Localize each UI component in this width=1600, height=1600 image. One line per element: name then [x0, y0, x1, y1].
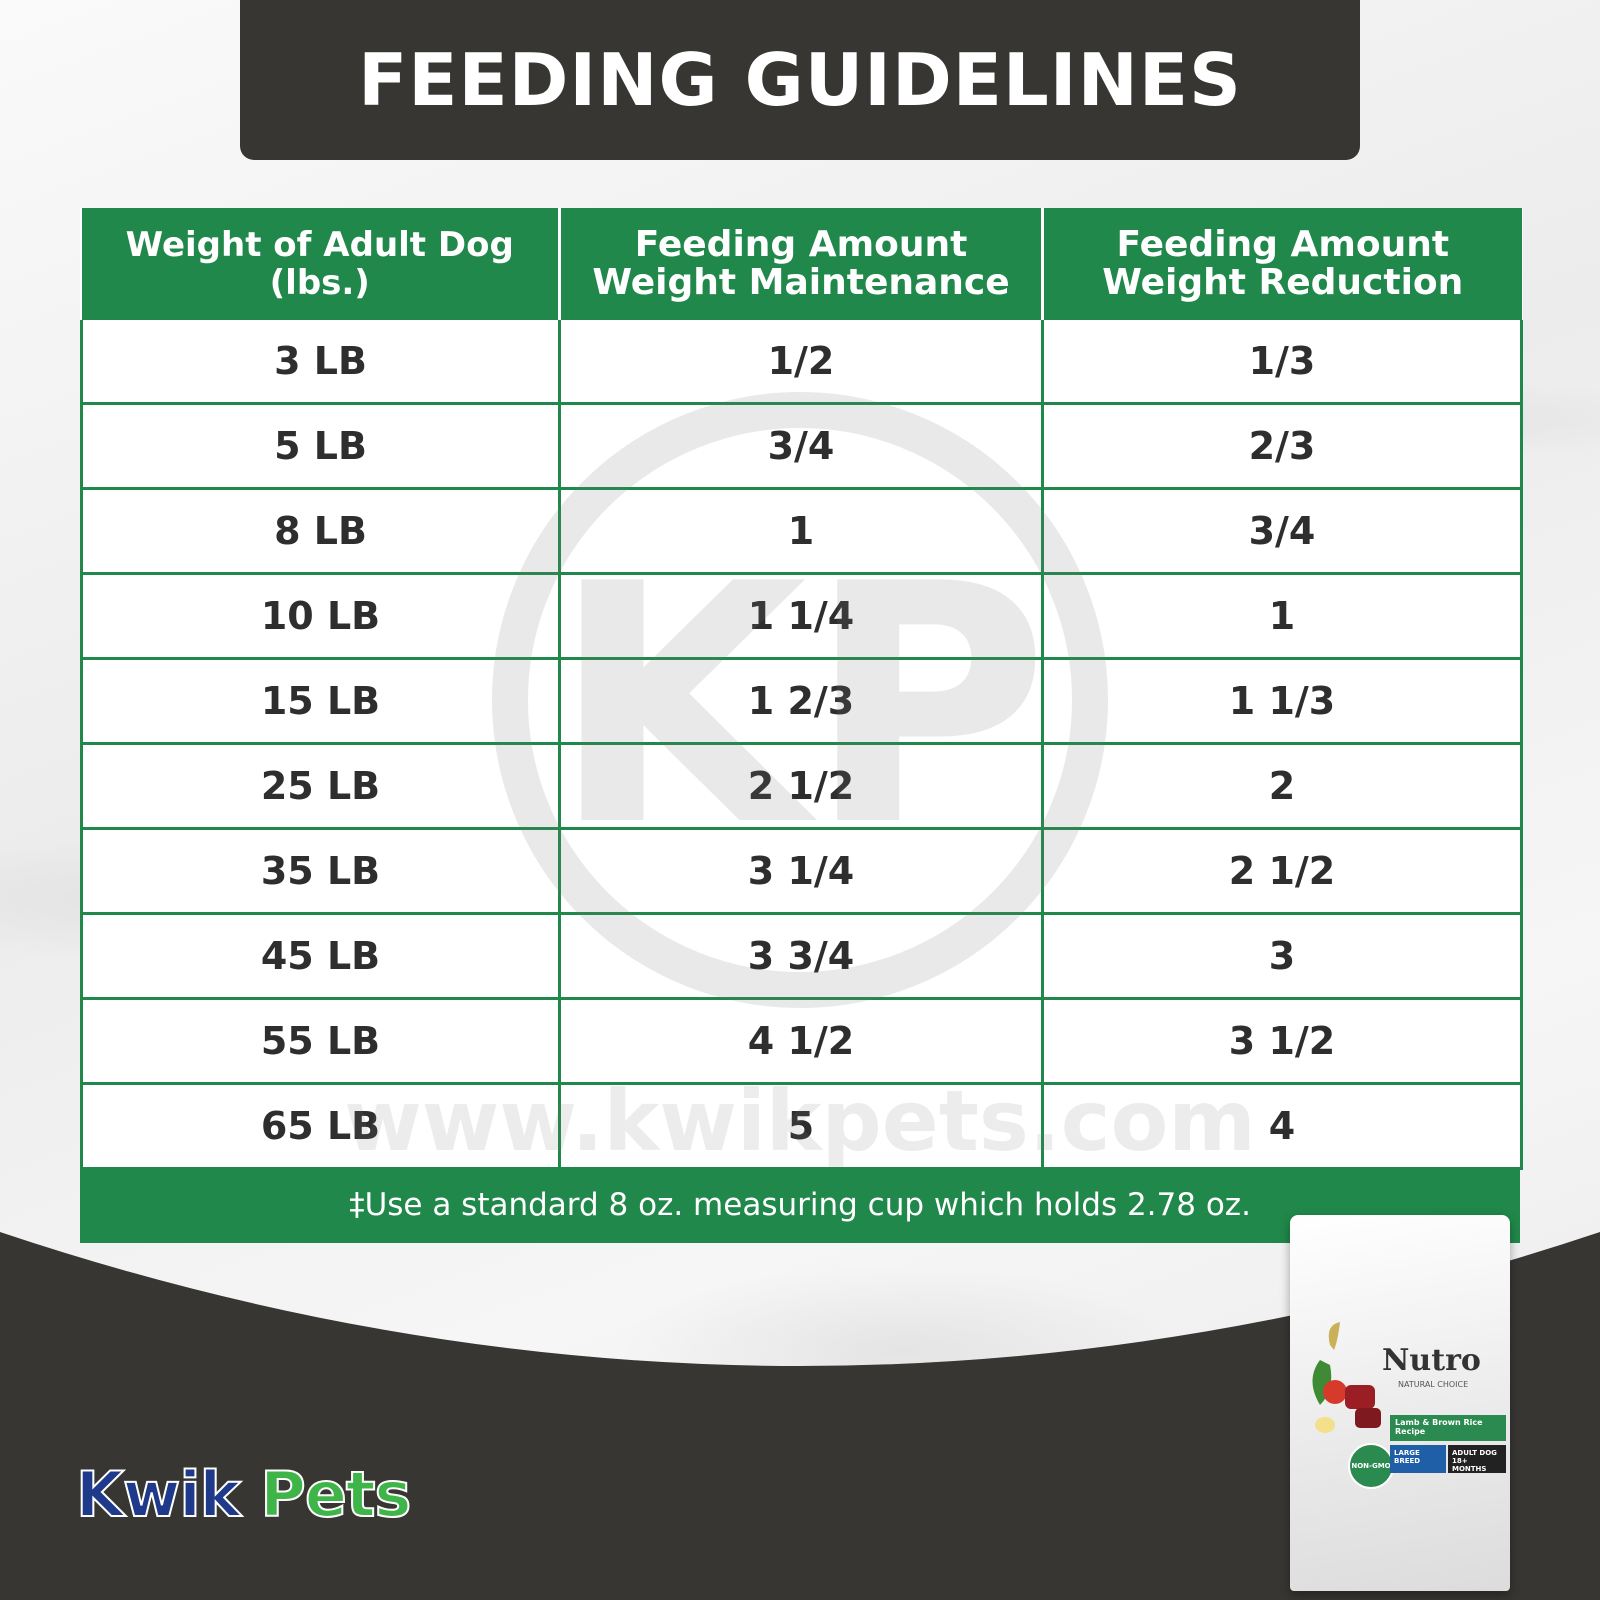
column-header-line: Weight Maintenance: [592, 262, 1010, 303]
table-row: 3 LB 1/2 1/3: [80, 320, 1523, 405]
reduction-cell: 1: [1041, 573, 1523, 660]
maintenance-cell: 5: [558, 1083, 1044, 1170]
reduction-cell: 3/4: [1041, 488, 1523, 575]
table-row: 65 LB 5 4: [80, 1083, 1523, 1170]
maintenance-cell: 1 2/3: [558, 658, 1044, 745]
weight-cell: 35 LB: [80, 828, 561, 915]
column-header-line: Weight Reduction: [1102, 262, 1464, 303]
reduction-cell: 3 1/2: [1041, 998, 1523, 1085]
maintenance-cell: 1 1/4: [558, 573, 1044, 660]
table-row: 5 LB 3/4 2/3: [80, 403, 1523, 490]
table-row: 15 LB 1 2/3 1 1/3: [80, 658, 1523, 745]
food-illustration-icon: [1312, 1322, 1381, 1433]
product-brand: Nutro: [1382, 1343, 1481, 1378]
page-title: FEEDING GUIDELINES: [358, 38, 1242, 122]
table-row: 35 LB 3 1/4 2 1/2: [80, 828, 1523, 915]
column-header-maintenance: Feeding Amount Weight Maintenance: [559, 208, 1044, 320]
column-header-weight: Weight of Adult Dog (lbs.): [81, 208, 561, 320]
weight-cell: 55 LB: [80, 998, 561, 1085]
non-gmo-seal: NON-GMO: [1348, 1443, 1394, 1489]
kwik-pets-logo: Kwik Pets: [75, 1457, 412, 1532]
product-bag-image: Nutro NATURAL CHOICE Lamb & Brown Rice R…: [1290, 1215, 1510, 1591]
table-header-row: Weight of Adult Dog (lbs.) Feeding Amoun…: [81, 208, 1522, 320]
reduction-cell: 1 1/3: [1041, 658, 1523, 745]
product-subbrand: NATURAL CHOICE: [1398, 1380, 1469, 1389]
reduction-cell: 2 1/2: [1041, 828, 1523, 915]
maintenance-cell: 3/4: [558, 403, 1044, 490]
footnote: ‡Use a standard 8 oz. measuring cup whic…: [80, 1167, 1520, 1243]
column-header-line: Feeding Amount: [1116, 224, 1450, 265]
feeding-table: Weight of Adult Dog (lbs.) Feeding Amoun…: [80, 208, 1523, 1170]
reduction-cell: 2/3: [1041, 403, 1523, 490]
product-recipe: Lamb & Brown Rice Recipe: [1390, 1415, 1506, 1441]
maintenance-cell: 3 3/4: [558, 913, 1044, 1000]
column-header-line: Feeding Amount: [634, 224, 968, 265]
reduction-cell: 1/3: [1041, 320, 1523, 405]
weight-cell: 8 LB: [80, 488, 561, 575]
weight-cell: 15 LB: [80, 658, 561, 745]
reduction-cell: 4: [1041, 1083, 1523, 1170]
maintenance-cell: 1/2: [558, 320, 1044, 405]
weight-cell: 25 LB: [80, 743, 561, 830]
maintenance-cell: 4 1/2: [558, 998, 1044, 1085]
maintenance-cell: 2 1/2: [558, 743, 1044, 830]
table-row: 25 LB 2 1/2 2: [80, 743, 1523, 830]
weight-cell: 10 LB: [80, 573, 561, 660]
table-row: 8 LB 1 3/4: [80, 488, 1523, 575]
reduction-cell: 3: [1041, 913, 1523, 1000]
product-breed: LARGE BREED: [1390, 1445, 1446, 1473]
weight-cell: 65 LB: [80, 1083, 561, 1170]
table-row: 55 LB 4 1/2 3 1/2: [80, 998, 1523, 1085]
weight-cell: 5 LB: [80, 403, 561, 490]
product-age: ADULT DOG 18+ MONTHS: [1448, 1445, 1506, 1473]
column-header-reduction: Feeding Amount Weight Reduction: [1042, 208, 1522, 320]
table-row: 45 LB 3 3/4 3: [80, 913, 1523, 1000]
table-row: 10 LB 1 1/4 1: [80, 573, 1523, 660]
reduction-cell: 2: [1041, 743, 1523, 830]
maintenance-cell: 3 1/4: [558, 828, 1044, 915]
header-bar: FEEDING GUIDELINES: [240, 0, 1360, 160]
logo-part-pets: Pets: [259, 1457, 412, 1532]
weight-cell: 45 LB: [80, 913, 561, 1000]
maintenance-cell: 1: [558, 488, 1044, 575]
feeding-table-container: Weight of Adult Dog (lbs.) Feeding Amoun…: [80, 208, 1523, 1243]
logo-part-kwik: Kwik: [75, 1457, 242, 1532]
weight-cell: 3 LB: [80, 320, 561, 405]
